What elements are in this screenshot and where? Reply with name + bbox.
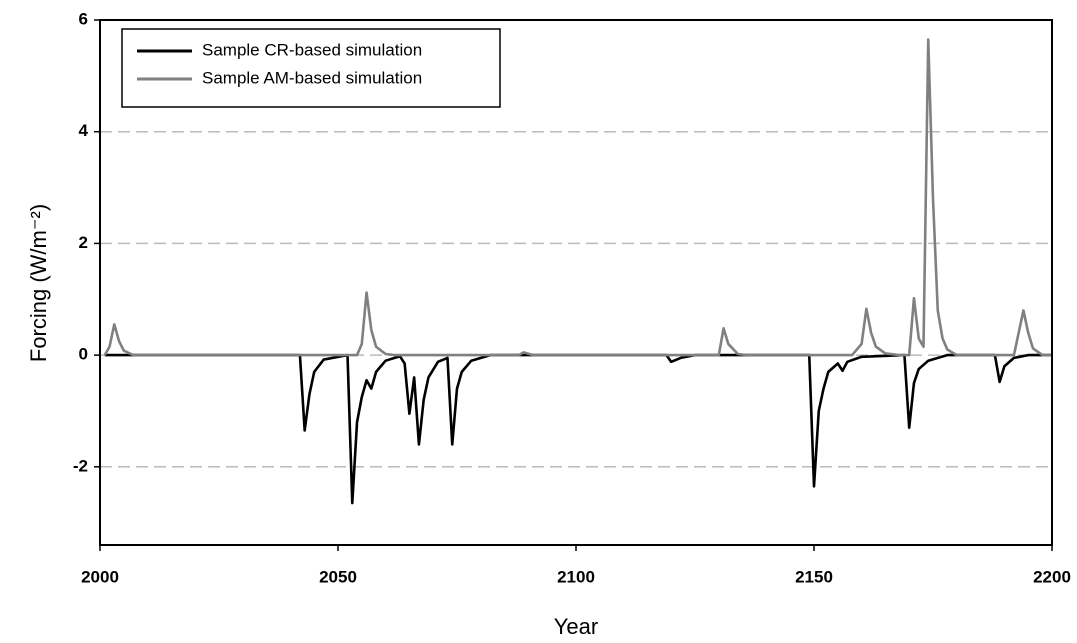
line-series <box>104 353 1052 505</box>
line-series <box>103 38 1052 357</box>
x-axis-label: Year <box>554 614 598 639</box>
x-tick-label: 2200 <box>1033 567 1071 586</box>
legend-box <box>121 28 501 108</box>
legend-label: Sample AM-based simulation <box>202 68 422 87</box>
x-tick-label: 2050 <box>319 567 357 586</box>
y-axis-label: Forcing (W/m⁻²) <box>26 204 51 362</box>
y-tick-label: 2 <box>79 233 88 252</box>
x-tick-label: 2150 <box>795 567 833 586</box>
x-tick-label: 2100 <box>557 567 595 586</box>
plot-frame <box>99 19 1053 546</box>
x-tick-label: 2000 <box>81 567 119 586</box>
y-tick-label: 0 <box>79 345 88 364</box>
y-tick-label: -2 <box>73 456 88 475</box>
legend-label: Sample CR-based simulation <box>202 40 422 59</box>
y-tick-label: 4 <box>79 121 89 140</box>
y-tick-label: 6 <box>79 9 88 28</box>
